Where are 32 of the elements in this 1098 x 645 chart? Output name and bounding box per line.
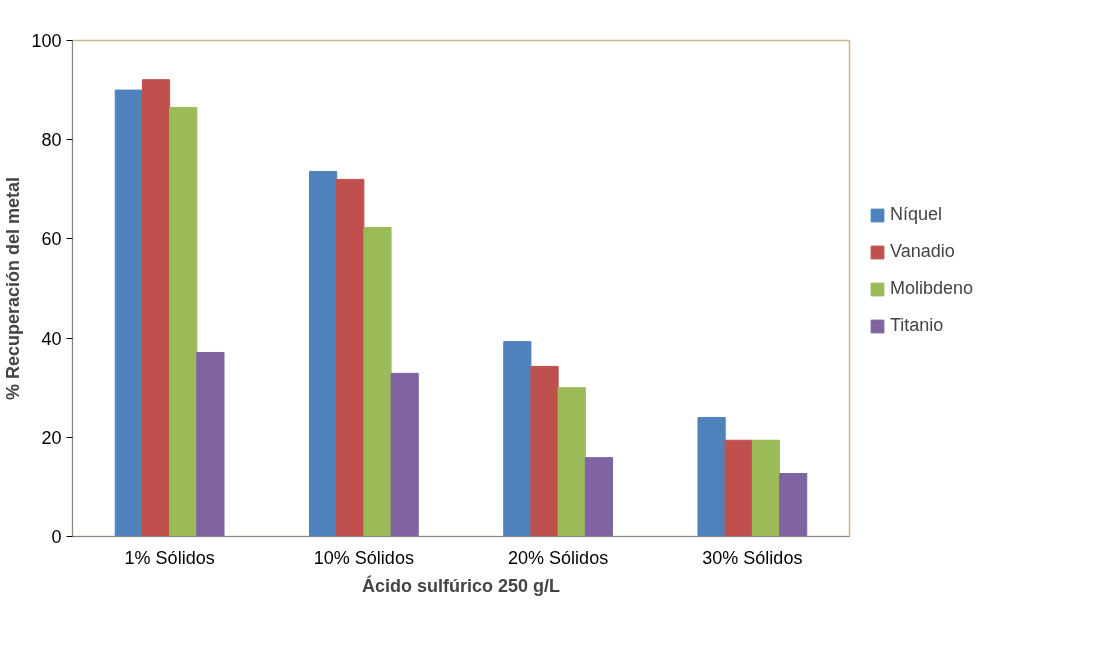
y-tick-label: 80: [41, 130, 62, 151]
bar: [390, 372, 419, 537]
x-tick-label: 20% Sólidos: [508, 547, 609, 568]
bar: [308, 170, 338, 537]
legend-label: Vanadio: [890, 241, 955, 262]
bar: [169, 106, 198, 537]
bar: [724, 439, 753, 537]
bar: [779, 473, 808, 537]
y-tick-label: 60: [41, 229, 62, 250]
y-tick-label: 0: [51, 527, 62, 547]
bar: [336, 178, 365, 537]
bar: [557, 387, 586, 537]
x-tick-label: 30% Sólidos: [702, 547, 803, 568]
bar: [363, 226, 392, 537]
legend-label: Titanio: [890, 315, 944, 336]
y-tick-label: 20: [41, 427, 62, 448]
y-axis-title: % Recuperación del metal: [3, 176, 24, 401]
y-tick-label: 40: [41, 328, 62, 349]
bar: [584, 457, 614, 537]
bar: [114, 89, 143, 537]
x-axis-title: Ácido sulfúrico 250 g/L: [361, 574, 561, 596]
y-tick-label: 100: [31, 31, 62, 51]
bar: [751, 439, 781, 537]
bar: [530, 365, 559, 537]
bar: [503, 341, 532, 537]
bar: [141, 79, 171, 537]
legend-label: Molibdeno: [890, 278, 974, 299]
x-tick-label: 1% Sólidos: [124, 547, 215, 568]
bar: [196, 351, 225, 537]
legend-label: Níquel: [890, 204, 943, 225]
x-tick-label: 10% Sólidos: [313, 547, 414, 568]
bar: [697, 416, 726, 537]
